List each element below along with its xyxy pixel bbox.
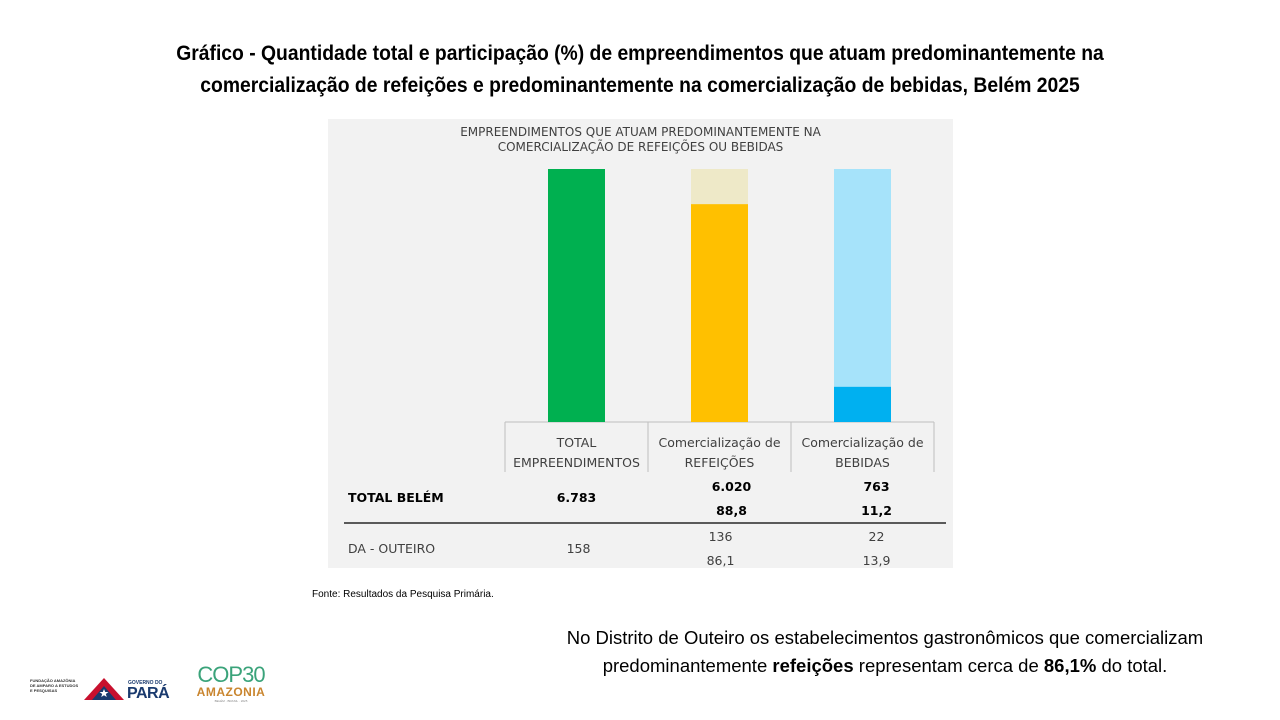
note-bold-percent: 86,1% xyxy=(1043,655,1097,676)
amazonia-label: AMAZONIA xyxy=(196,685,266,699)
table-row-0-label: TOTAL BELÉM xyxy=(348,490,444,505)
slide-title-line-1: Gráfico - Quantidade total e participaçã… xyxy=(176,42,1104,65)
source-note: Fonte: Resultados da Pesquisa Primária. xyxy=(312,589,494,600)
cop30-label: COP30 xyxy=(197,662,265,687)
category-label-0-line-1: EMPREENDIMENTOS xyxy=(513,455,640,470)
category-label-2-line-1: BEBIDAS xyxy=(835,455,890,470)
slide-title: Gráfico - Quantidade total e participaçã… xyxy=(106,38,1173,102)
category-label-0-line-0: TOTAL xyxy=(556,435,597,450)
governo-label: GOVERNO DO xyxy=(128,680,163,686)
table-row-1-refeicoes-percent: 86,1 xyxy=(707,553,735,568)
bar-0 xyxy=(548,169,605,422)
table-row-0-refeicoes-percent: 88,8 xyxy=(716,503,747,518)
category-label-1-line-1: REFEIÇÕES xyxy=(685,455,755,470)
category-label-2-line-0: Comercialização de xyxy=(801,435,923,450)
note-text-3: do total. xyxy=(1096,655,1168,676)
table-row-0-refeicoes-count: 6.020 xyxy=(712,479,752,494)
table-row-0-bebidas-percent: 11,2 xyxy=(861,503,892,518)
bar-1 xyxy=(691,204,748,422)
para-label: PARÁ xyxy=(127,685,170,702)
analysis-note: No Distrito de Outeiro os estabeleciment… xyxy=(520,624,1250,680)
table-row-1-label: DA - OUTEIRO xyxy=(348,541,435,556)
chart-title-line-1: EMPREENDIMENTOS QUE ATUAM PREDOMINANTEME… xyxy=(460,125,821,139)
cop30-subtitle: BELÉM · BRASIL · 2025 xyxy=(214,699,248,703)
cop30-logo: COP30 AMAZONIA BELÉM · BRASIL · 2025 xyxy=(190,662,272,704)
slide-title-line-2: comercialização de refeições e predomina… xyxy=(200,74,1080,97)
bar-2 xyxy=(834,386,891,422)
note-bold-refeicoes: refeições xyxy=(772,655,854,676)
table-row-1-bebidas-count: 22 xyxy=(869,529,885,544)
chart-plot: TOTAL EMPREENDIMENTOS Comercialização de RE… xyxy=(344,169,946,568)
category-label-1-line-0: Comercialização de xyxy=(658,435,780,450)
table-row-0-bebidas-count: 763 xyxy=(863,479,889,494)
chart-panel: EMPREENDIMENTOS QUE ATUAM PREDOMINANTEME… xyxy=(328,119,953,568)
para-flag-icon xyxy=(84,678,124,700)
chart-title: EMPREENDIMENTOS QUE ATUAM PREDOMINANTEME… xyxy=(328,125,953,155)
note-text-1: No Distrito de Outeiro os estabeleciment… xyxy=(566,627,1204,676)
fapespa-logo-text: FUNDAÇÃO AMAZÔNIA DE AMPARO A ESTUDOS E … xyxy=(30,678,79,693)
table-row-1-total: 158 xyxy=(567,541,591,556)
table-row-1-refeicoes-count: 136 xyxy=(709,529,733,544)
note-text-2: representam cerca de xyxy=(853,655,1044,676)
bar-background-2 xyxy=(834,169,891,422)
chart-title-line-2: COMERCIALIZAÇÃO DE REFEIÇÕES OU BEBIDAS xyxy=(497,140,784,154)
table-row-0-total: 6.783 xyxy=(557,490,597,505)
fapespa-logo: FUNDAÇÃO AMAZÔNIA DE AMPARO A ESTUDOS E … xyxy=(30,678,80,693)
table-row-1-bebidas-percent: 13,9 xyxy=(863,553,891,568)
